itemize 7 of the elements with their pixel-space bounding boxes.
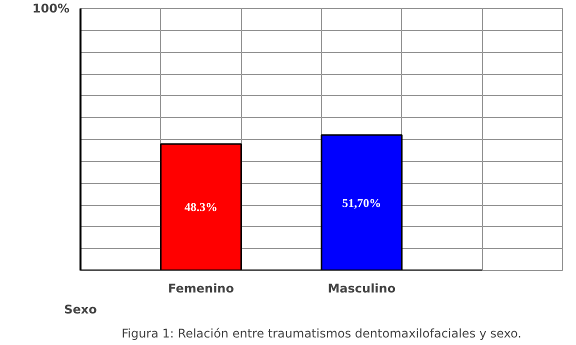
text: Figura 1: Relación entre traumatismos dentomaxilofaciales y sexo. xyxy=(122,326,522,340)
x-tick-label: Masculino xyxy=(328,282,396,296)
x-tick-label: Femenino xyxy=(168,282,234,296)
data-label: 51,70% xyxy=(342,196,382,210)
x-axis-title: Sexo xyxy=(64,302,97,316)
y-tick-label: 100% xyxy=(32,2,70,16)
data-label: 48.3% xyxy=(184,200,218,214)
